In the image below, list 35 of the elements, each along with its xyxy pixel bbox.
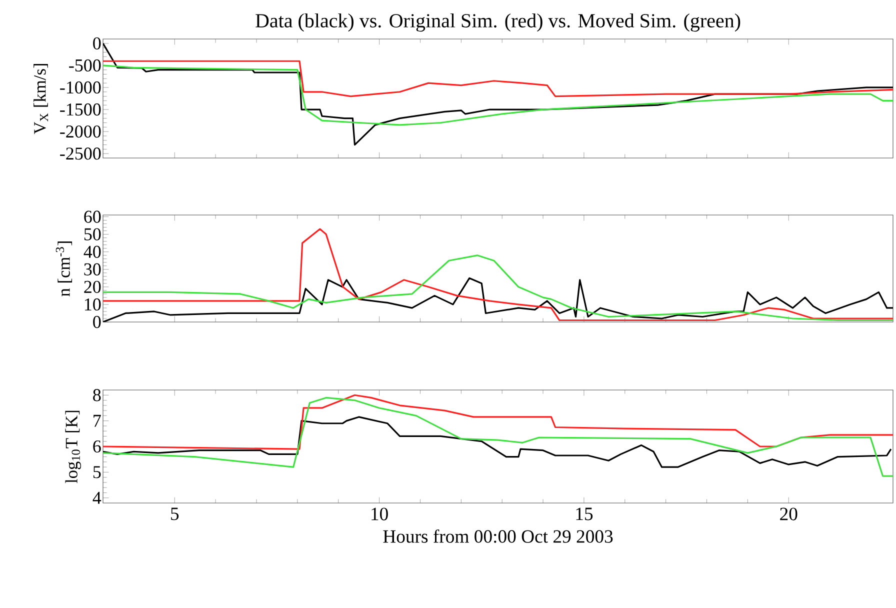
y-tick-label: 6 bbox=[93, 440, 101, 453]
x-tick-label: 10 bbox=[372, 508, 388, 520]
y-axis-title: V$_{X}$ [km/s] bbox=[34, 64, 48, 134]
y-tick-label: 30 bbox=[84, 263, 101, 276]
y-tick-label: 40 bbox=[84, 246, 101, 258]
chart-title: Data (black) vs. Original Sim. (red) vs. Moved Sim. (green) bbox=[256, 13, 740, 32]
y-tick-label: 0 bbox=[93, 37, 101, 50]
x-tick-label: 5 bbox=[171, 508, 179, 520]
y-axis-title: log$_{10}$T [K] bbox=[65, 410, 82, 484]
y-tick-label: -1000 bbox=[60, 81, 101, 94]
line-series bbox=[103, 60, 894, 98]
x-tick-label: 15 bbox=[576, 508, 593, 520]
line-series bbox=[103, 277, 894, 322]
x-axis-title: Hours from 00:00 Oct 29 2003 bbox=[383, 529, 613, 543]
y-axis-title: n [cm$^{-3}$] bbox=[56, 242, 72, 296]
line-series bbox=[103, 254, 894, 322]
y-tick-label: 7 bbox=[94, 414, 101, 427]
line-series bbox=[103, 228, 894, 322]
line-series bbox=[103, 396, 894, 477]
line-series bbox=[103, 416, 892, 468]
y-tick-label: -2500 bbox=[60, 148, 101, 160]
y-tick-label: 20 bbox=[84, 280, 101, 293]
y-tick-label: 8 bbox=[93, 389, 101, 402]
y-tick-label: -500 bbox=[69, 59, 101, 72]
y-tick-label: 10 bbox=[84, 298, 101, 311]
line-series bbox=[103, 42, 894, 146]
y-tick-label: -1500 bbox=[60, 103, 101, 116]
y-tick-label: 50 bbox=[84, 228, 101, 240]
y-tick-label: -2000 bbox=[60, 125, 101, 138]
y-tick-label: 5 bbox=[93, 466, 101, 478]
x-tick-label: 20 bbox=[780, 508, 798, 520]
y-tick-label: 60 bbox=[84, 210, 101, 223]
y-tick-label: 4 bbox=[92, 492, 102, 504]
line-series bbox=[103, 394, 894, 450]
y-tick-label: 0 bbox=[93, 316, 101, 328]
